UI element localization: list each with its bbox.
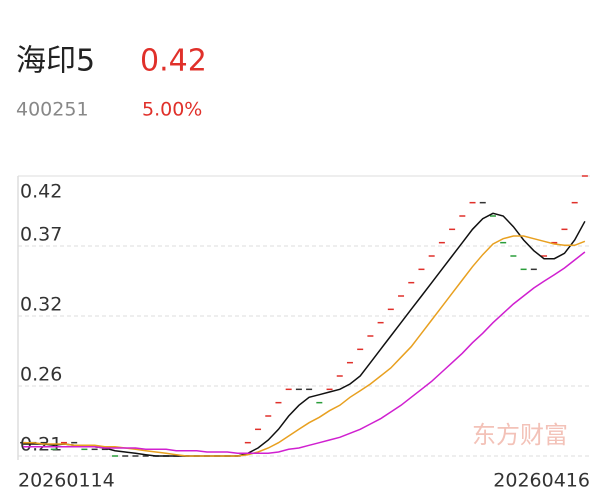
stock-code: 400251	[16, 99, 89, 121]
stock-price: 0.42	[140, 44, 207, 79]
moving-average-line	[23, 251, 586, 455]
y-tick-label: 0.42	[20, 181, 62, 203]
x-start-label: 20260114	[18, 470, 115, 492]
y-tick-label: 0.32	[20, 294, 62, 316]
watermark: 东方财富	[472, 421, 568, 449]
moving-average-line	[23, 235, 586, 457]
y-tick-label: 0.26	[20, 364, 62, 386]
moving-average-line	[23, 212, 586, 457]
x-end-label: 20260416	[493, 470, 590, 492]
stock-name: 海印5	[16, 44, 95, 79]
y-tick-label: 0.37	[20, 224, 62, 246]
stock-change: 5.00%	[142, 99, 202, 121]
